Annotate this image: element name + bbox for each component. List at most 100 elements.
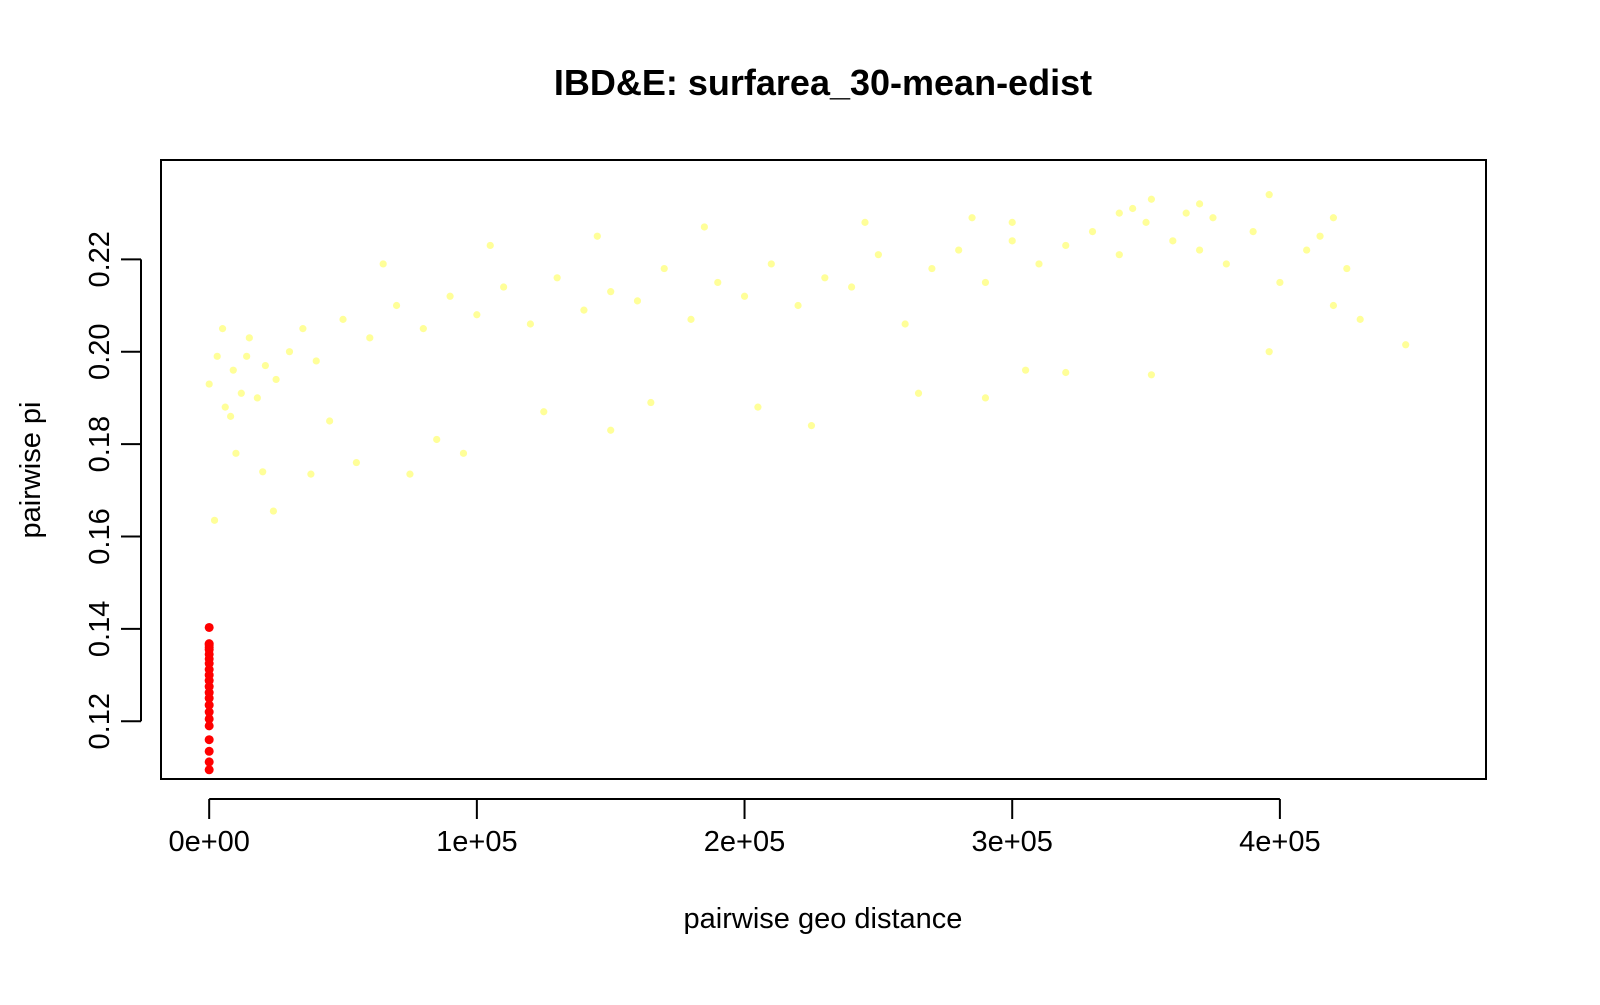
data-point xyxy=(205,380,213,388)
data-point xyxy=(210,516,219,524)
data-point xyxy=(243,352,251,360)
data-point xyxy=(204,721,214,731)
data-point xyxy=(204,735,214,745)
y-axis-label: pairwise pi xyxy=(15,402,47,539)
y-tick-label: 0.14 xyxy=(84,601,116,657)
data-point xyxy=(1062,241,1070,250)
data-point xyxy=(446,292,454,300)
data-point xyxy=(299,325,307,333)
data-point xyxy=(366,334,374,342)
data-point xyxy=(1195,246,1204,254)
data-point xyxy=(226,412,235,420)
data-point xyxy=(1147,371,1156,379)
data-point xyxy=(1195,200,1204,208)
data-point xyxy=(486,241,494,250)
data-point xyxy=(1035,260,1043,268)
data-point xyxy=(607,426,615,434)
data-point xyxy=(204,707,214,717)
data-point xyxy=(204,622,214,632)
data-point xyxy=(848,283,856,291)
plot-frame xyxy=(160,159,1487,780)
data-point xyxy=(714,278,722,287)
y-tick-label: 0.12 xyxy=(84,693,116,749)
data-point xyxy=(700,223,708,231)
y-tick-label: 0.16 xyxy=(84,508,116,564)
data-point xyxy=(981,394,990,402)
x-axis: 0e+00 1e+05 2e+05 3e+05 4e+05 xyxy=(168,798,1321,858)
data-point xyxy=(392,301,401,310)
y-tick-label: 0.20 xyxy=(84,323,116,379)
data-point xyxy=(580,306,588,314)
data-point xyxy=(1222,260,1230,268)
data-point xyxy=(1343,264,1351,273)
data-point xyxy=(955,246,963,254)
data-point xyxy=(874,251,882,259)
x-tick-label: 1e+05 xyxy=(436,826,517,858)
data-point xyxy=(526,320,534,328)
data-point xyxy=(1129,204,1137,213)
data-point xyxy=(326,417,334,425)
data-point xyxy=(269,507,278,515)
data-point xyxy=(593,232,601,240)
data-point xyxy=(433,435,441,444)
data-point xyxy=(1265,348,1273,356)
data-point xyxy=(754,403,762,411)
data-point xyxy=(914,389,923,397)
data-point xyxy=(1021,366,1030,374)
chart-title: IBD&E: surfarea_30-mean-edist xyxy=(554,62,1092,103)
data-point xyxy=(647,398,655,407)
data-point xyxy=(204,746,214,756)
data-point xyxy=(687,315,695,323)
data-point xyxy=(981,278,990,287)
x-tick-label: 2e+05 xyxy=(704,826,785,858)
data-point xyxy=(237,389,245,397)
data-point xyxy=(1169,237,1177,245)
data-point xyxy=(767,260,775,268)
data-point xyxy=(1356,315,1364,323)
data-point xyxy=(204,765,214,775)
data-point xyxy=(1303,246,1311,254)
data-point xyxy=(660,264,668,273)
data-point xyxy=(204,639,214,649)
data-point xyxy=(261,361,269,370)
data-point xyxy=(928,264,936,273)
data-point xyxy=(1115,209,1123,217)
data-point xyxy=(307,470,315,478)
data-point xyxy=(1062,368,1070,377)
data-point xyxy=(1115,251,1123,259)
data-point xyxy=(1008,237,1016,245)
data-point xyxy=(740,292,749,300)
data-point xyxy=(232,449,240,457)
data-point xyxy=(1249,228,1257,236)
data-point xyxy=(553,274,561,282)
data-point xyxy=(1316,232,1324,240)
data-point xyxy=(1209,214,1217,222)
series-1 xyxy=(204,622,214,775)
x-tick-label: 4e+05 xyxy=(1239,826,1320,858)
data-point xyxy=(1147,195,1156,203)
data-point xyxy=(339,315,347,323)
y-tick-label: 0.22 xyxy=(84,231,116,287)
data-point xyxy=(794,301,802,310)
y-axis: 0.12 0.14 0.16 0.18 0.20 0.22 xyxy=(84,231,142,749)
data-point xyxy=(245,334,253,342)
data-point xyxy=(633,297,642,305)
data-point xyxy=(459,449,468,457)
data-point xyxy=(312,357,320,365)
data-point xyxy=(272,375,280,384)
data-point xyxy=(821,274,829,282)
series-0 xyxy=(205,191,1410,524)
data-point xyxy=(221,403,229,411)
data-point xyxy=(285,348,294,356)
data-point xyxy=(500,283,508,291)
data-point xyxy=(213,352,221,360)
data-point xyxy=(473,311,481,319)
x-axis-label: pairwise geo distance xyxy=(684,903,963,935)
data-point xyxy=(807,422,816,430)
data-point xyxy=(204,757,214,767)
data-point xyxy=(540,408,548,416)
data-point xyxy=(1402,341,1410,349)
x-tick-label: 0e+00 xyxy=(168,826,249,858)
data-point xyxy=(1276,278,1284,287)
